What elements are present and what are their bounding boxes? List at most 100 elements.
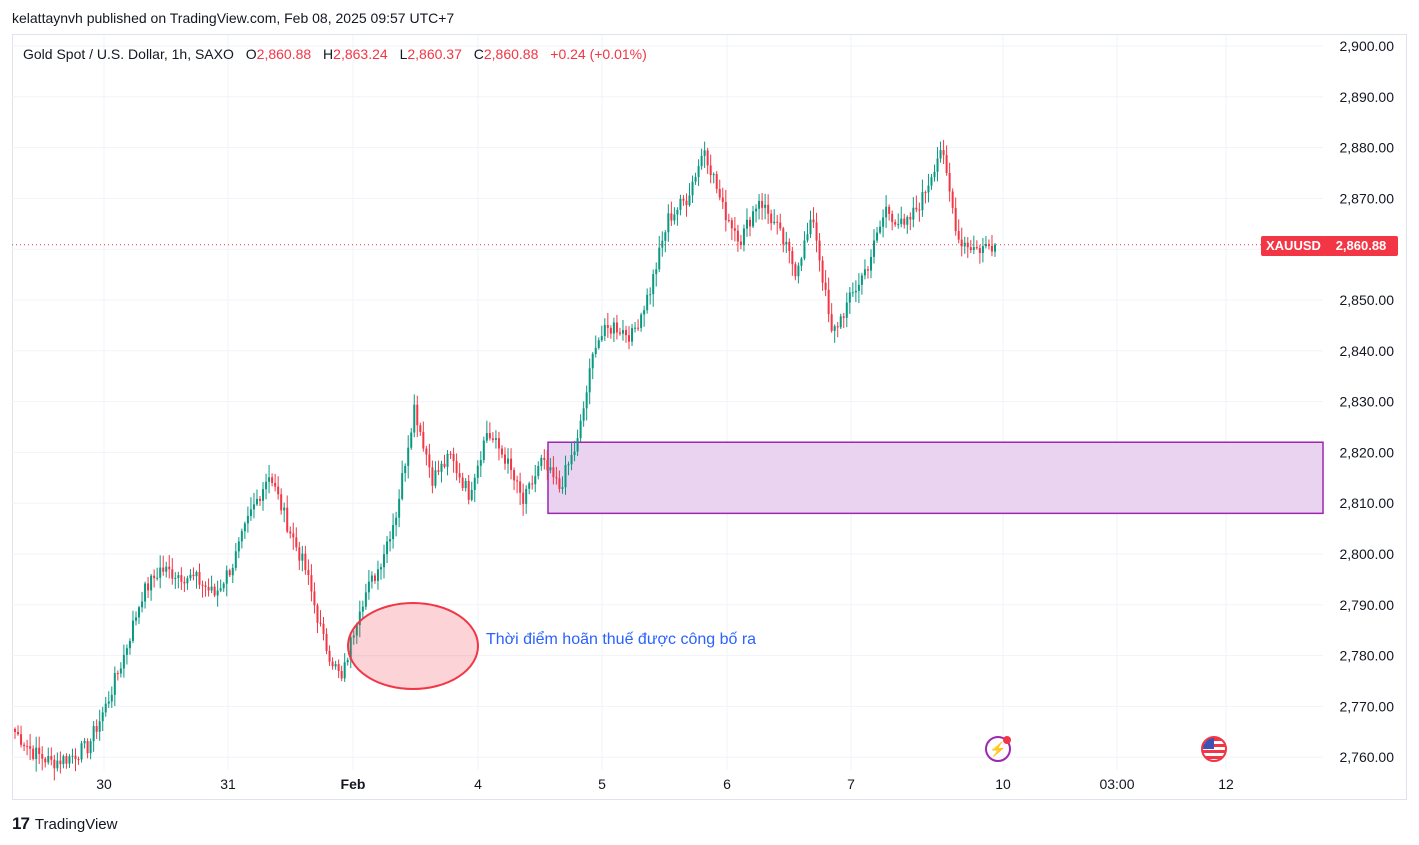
chart-frame xyxy=(12,34,1407,800)
candle-body xyxy=(894,222,897,225)
candle-body xyxy=(791,251,794,265)
candle-body xyxy=(262,489,265,501)
candle-body xyxy=(975,247,978,249)
candle-body xyxy=(504,454,506,464)
x-tick-label: 6 xyxy=(723,776,731,792)
candle-body xyxy=(243,523,246,532)
us-flag-event-icon[interactable] xyxy=(1201,736,1227,762)
candle-body xyxy=(59,760,62,765)
candle-body xyxy=(906,216,909,225)
candle-body xyxy=(389,539,392,542)
candle-body xyxy=(966,242,969,248)
candle-body xyxy=(603,325,606,337)
candle-body xyxy=(401,473,404,499)
y-tick-label: 2,850.00 xyxy=(1340,292,1395,308)
candle-body xyxy=(736,230,739,242)
candle-body xyxy=(325,633,328,651)
candle-body xyxy=(44,758,47,763)
candle-body xyxy=(265,481,268,490)
x-tick-label: 5 xyxy=(598,776,606,792)
candle-body xyxy=(358,611,361,626)
demand-zone xyxy=(547,441,1324,515)
y-tick-label: 2,760.00 xyxy=(1340,749,1395,765)
candle-body xyxy=(413,404,416,433)
candle-body xyxy=(53,759,56,769)
tradingview-logo[interactable]: 17 TradingView xyxy=(12,814,117,834)
candle-body xyxy=(183,581,186,584)
candle-body xyxy=(600,336,603,341)
candle-body xyxy=(939,150,942,159)
candle-body xyxy=(500,448,503,455)
ohlc-legend: Gold Spot / U.S. Dollar, 1h, SAXO O2,860… xyxy=(23,46,647,62)
candle-body xyxy=(207,587,210,591)
candle-body xyxy=(612,322,615,334)
candle-body xyxy=(588,368,591,393)
candle-body xyxy=(407,447,410,466)
candle-body xyxy=(47,756,50,763)
candle-body xyxy=(694,177,697,182)
candle-body xyxy=(767,204,770,214)
candle-body xyxy=(739,241,742,246)
candle-body xyxy=(334,664,337,667)
candle-body xyxy=(95,726,98,732)
candle-body xyxy=(373,575,376,581)
candle-body xyxy=(301,553,304,561)
candle-body xyxy=(570,455,573,465)
candle-body xyxy=(425,448,428,455)
candle-body xyxy=(168,566,171,570)
candle-body xyxy=(473,477,476,490)
candle-body xyxy=(98,721,101,732)
candle-body xyxy=(331,661,334,667)
candle-body xyxy=(497,438,500,449)
annotation-text[interactable]: Thời điểm hoãn thuế được công bố ra xyxy=(486,631,757,648)
candle-body xyxy=(204,585,207,588)
candle-body xyxy=(827,289,830,315)
candle-body xyxy=(274,482,277,487)
candle-body xyxy=(346,659,349,663)
candle-body xyxy=(785,241,788,245)
symbol-label[interactable]: Gold Spot / U.S. Dollar, 1h, SAXO xyxy=(23,46,234,62)
candle-body xyxy=(691,181,694,196)
candle-body xyxy=(782,228,785,245)
candle-body xyxy=(128,640,131,649)
candle-body xyxy=(712,174,715,176)
y-tick-label: 2,890.00 xyxy=(1340,89,1395,105)
open-label: O xyxy=(245,46,257,62)
x-tick-label: 31 xyxy=(220,776,236,792)
candle-body xyxy=(482,440,485,461)
candle-body xyxy=(591,353,594,369)
candle-body xyxy=(549,467,552,471)
candle-body xyxy=(863,269,866,276)
candle-body xyxy=(718,188,721,198)
candle-body xyxy=(652,274,655,295)
candle-body xyxy=(676,209,679,215)
candle-body xyxy=(364,592,367,607)
candle-body xyxy=(186,578,189,584)
candle-body xyxy=(842,316,845,318)
candle-body xyxy=(818,240,821,261)
candle-body xyxy=(564,465,567,488)
x-tick-label: 4 xyxy=(474,776,482,792)
candle-body xyxy=(446,453,449,467)
candle-body xyxy=(219,588,222,591)
candle-body xyxy=(89,741,92,754)
candle-body xyxy=(758,200,761,209)
candle-body xyxy=(455,461,458,474)
candle-body xyxy=(951,191,954,208)
candle-body xyxy=(410,432,413,448)
candle-body xyxy=(156,577,159,579)
candle-body xyxy=(507,458,510,464)
candle-body xyxy=(994,244,996,252)
candle-body xyxy=(464,480,467,489)
lightning-event-icon[interactable]: ⚡ xyxy=(985,736,1011,762)
candle-body xyxy=(470,489,473,500)
candle-body xyxy=(797,265,800,277)
candle-body xyxy=(467,480,470,500)
candle-body xyxy=(80,743,83,760)
candle-body xyxy=(851,292,854,294)
candle-body xyxy=(703,150,706,156)
candle-body xyxy=(174,577,177,579)
zone-rect xyxy=(547,441,1324,515)
candle-body xyxy=(316,605,319,623)
